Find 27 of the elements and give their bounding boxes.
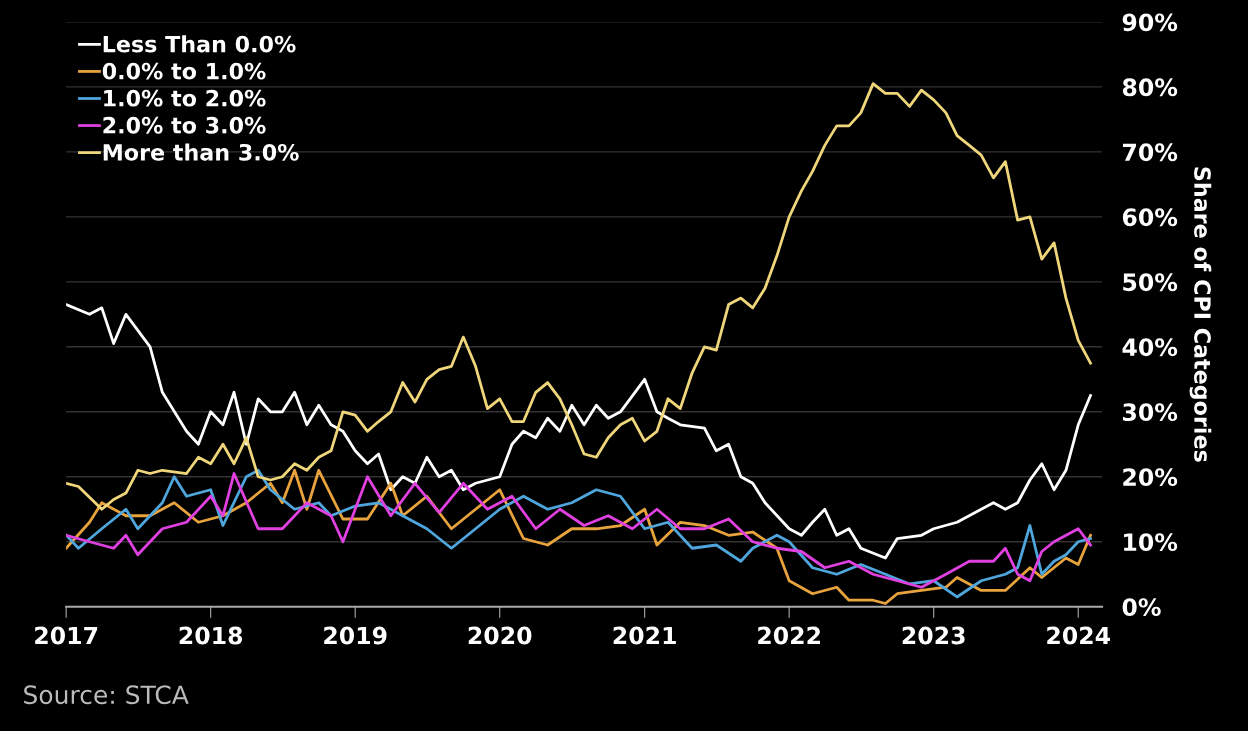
y-tick-label: 50%: [1123, 273, 1178, 292]
source-note: Source: STCA: [24, 685, 189, 705]
y-tick-label: 40%: [1122, 338, 1178, 357]
x-tick-label: 2021: [613, 626, 676, 645]
x-tick-label: 2024: [1047, 626, 1110, 645]
y-tick-label: 80%: [1122, 78, 1178, 97]
x-tick-label: 2022: [758, 626, 820, 645]
legend-label: 1.0% to 2.0%: [104, 89, 266, 107]
y-tick-label: 90%: [1122, 13, 1178, 32]
legend-label: 2.0% to 3.0%: [103, 116, 266, 134]
x-tick-label: 2023: [902, 626, 965, 645]
y-tick-label: 60%: [1122, 208, 1178, 227]
y-tick-label: 20%: [1123, 468, 1178, 487]
y-tick-label: 70%: [1123, 143, 1178, 162]
x-tick-label: 2018: [179, 626, 243, 645]
y-axis-title: Share of CPI Categories: [1189, 167, 1212, 462]
x-tick-label: 2020: [468, 626, 532, 645]
y-tick-label: 10%: [1124, 533, 1178, 552]
legend-label: Less Than 0.0%: [103, 35, 296, 53]
line-series: [66, 82, 1092, 511]
legend-label: 0.0% to 1.0%: [102, 62, 266, 80]
legend-label: More than 3.0%: [103, 143, 299, 161]
y-tick-label: 0%: [1122, 598, 1161, 617]
line-series: [66, 303, 1092, 560]
x-tick-label: 2019: [324, 626, 387, 645]
y-tick-label: 30%: [1123, 403, 1178, 422]
x-tick-label: 2017: [35, 626, 98, 645]
